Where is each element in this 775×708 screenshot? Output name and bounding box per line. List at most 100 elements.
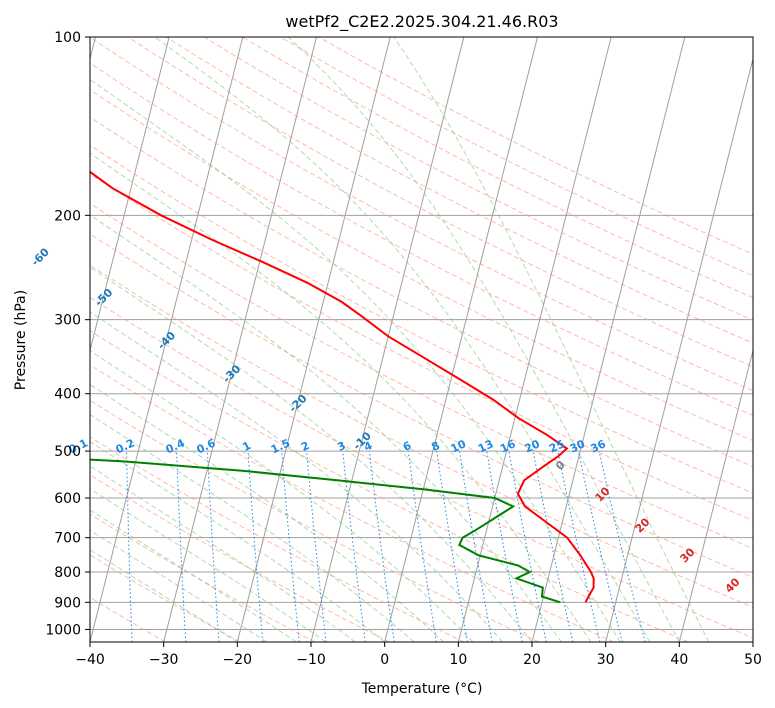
mixing-ratio-line	[508, 451, 547, 642]
isotherm-line	[90, 37, 170, 353]
dry-adiabat-line	[90, 513, 315, 642]
isotherm-line	[531, 37, 686, 642]
dewpoint-line	[90, 458, 561, 604]
mixing-ratio-line	[176, 451, 187, 642]
y-tick-label: 900	[54, 595, 81, 611]
dry-adiabat-line	[90, 330, 689, 642]
dry-adiabat-label: -30	[220, 362, 243, 385]
mixing-ratio-label: 25	[547, 437, 566, 455]
mixing-ratio-label: 2	[299, 439, 311, 454]
mixing-ratio-label: 13	[476, 437, 495, 455]
moist-adiabat-line	[90, 488, 326, 642]
background-lines	[90, 37, 753, 642]
dry-adiabat-line	[90, 554, 241, 642]
y-tick-label: 1000	[45, 622, 81, 638]
moist-adiabat-line	[90, 350, 474, 642]
isotherm-line	[163, 37, 317, 642]
y-tick-label: 500	[54, 444, 81, 460]
y-axis-label: Pressure (hPa)	[13, 290, 29, 390]
dry-adiabat-line	[165, 37, 753, 344]
dry-adiabat-label: -60	[29, 245, 52, 268]
dry-adiabat-line	[203, 37, 753, 321]
y-tick-label: 300	[54, 313, 81, 329]
y-tick-label: 600	[54, 491, 81, 507]
x-tick-label: −10	[296, 652, 326, 668]
dry-adiabat-line	[90, 399, 540, 642]
x-tick-label: −30	[149, 652, 179, 668]
moist-adiabat-line	[90, 311, 503, 642]
chart-title: wetPf2_C2E2.2025.304.21.46.R03	[285, 12, 558, 32]
temperature-line	[90, 170, 595, 603]
mixing-ratio-line	[368, 451, 395, 642]
isotherm-line	[236, 37, 391, 642]
mixing-ratio-label: 20	[522, 437, 542, 455]
y-tick-label: 700	[54, 531, 81, 547]
dry-adiabat-label: -40	[155, 329, 178, 352]
isotherm-line	[90, 37, 244, 642]
mixing-ratio-line	[407, 451, 437, 642]
isotherm-line	[605, 56, 753, 642]
dry-adiabat-label: -50	[92, 286, 115, 309]
mixing-ratio-label: 0.2	[114, 436, 137, 456]
dry-adiabat-line	[90, 436, 465, 642]
x-tick-label: 30	[597, 652, 615, 668]
mixing-ratio-line	[306, 451, 327, 642]
dry-adiabat-line	[90, 116, 753, 468]
moist-adiabat-label: 40	[723, 575, 743, 595]
mixing-ratio-line	[598, 450, 646, 642]
dry-adiabat-line	[90, 596, 166, 642]
dry-adiabat-line	[90, 37, 753, 392]
mixing-ratio-label: 36	[589, 437, 609, 455]
dry-adiabat-line	[90, 264, 753, 608]
moist-adiabat-line	[90, 266, 533, 642]
dry-adiabat-line	[90, 474, 390, 642]
moist-adiabat-line	[90, 383, 444, 642]
x-tick-label: −40	[75, 652, 105, 668]
mixing-ratio-line	[486, 451, 523, 642]
mixing-ratio-label: 10	[449, 437, 469, 455]
mixing-ratio-label: 8	[429, 439, 441, 454]
isotherm-line	[678, 348, 753, 642]
dry-adiabat-line	[242, 37, 753, 299]
isotherm-line	[457, 37, 612, 642]
isotherm-line	[384, 37, 538, 642]
x-tick-label: 50	[744, 652, 762, 668]
mixing-ratio-line	[557, 451, 601, 642]
dry-adiabat-line	[90, 173, 753, 522]
x-axis-label: Temperature (°C)	[361, 681, 483, 697]
moist-adiabat-line	[90, 549, 238, 642]
mixing-ratio-line	[342, 451, 366, 642]
plot-frame	[89, 36, 754, 643]
isotherm-line	[752, 639, 753, 642]
moist-adiabat-line	[393, 37, 710, 642]
moist-adiabat-line	[90, 413, 415, 642]
moist-adiabat-line	[90, 465, 356, 642]
isotherm-line	[310, 37, 465, 642]
x-tick-label: −20	[223, 652, 253, 668]
dry-adiabat-line	[127, 37, 753, 368]
mixing-ratio-line	[532, 451, 574, 642]
mixing-ratio-label: 30	[568, 437, 588, 455]
moist-adiabat-label: 30	[678, 545, 698, 565]
x-axis-ticks: −40 −30 −20 −10 0 10 20 30 40 50	[75, 642, 762, 668]
dry-adiabat-line	[90, 233, 753, 579]
profile-lines	[90, 170, 595, 604]
y-tick-label: 800	[54, 565, 81, 581]
mixing-ratio-label: 4	[362, 439, 375, 454]
moist-adiabat-line	[90, 509, 297, 642]
x-tick-label: 0	[380, 652, 389, 668]
moist-adiabat-line	[287, 37, 680, 642]
y-axis-ticks: 100 200 300 400 500 600 700 800 900 1000	[45, 30, 90, 638]
moist-adiabat-line	[90, 152, 592, 642]
mixing-ratio-line	[206, 451, 220, 642]
y-tick-label: 200	[54, 208, 81, 224]
line-annotations: -100-90-80-70-60-50-40-30-20-100.10.20.4…	[29, 245, 743, 595]
mixing-ratio-line	[247, 451, 264, 642]
mixing-ratio-line	[577, 451, 623, 642]
moist-adiabat-line	[154, 37, 651, 642]
x-tick-label: 10	[449, 652, 467, 668]
dry-adiabat-label: -20	[286, 392, 309, 415]
moist-adiabat-line	[90, 440, 385, 642]
mixing-ratio-label: 0.4	[164, 436, 187, 456]
